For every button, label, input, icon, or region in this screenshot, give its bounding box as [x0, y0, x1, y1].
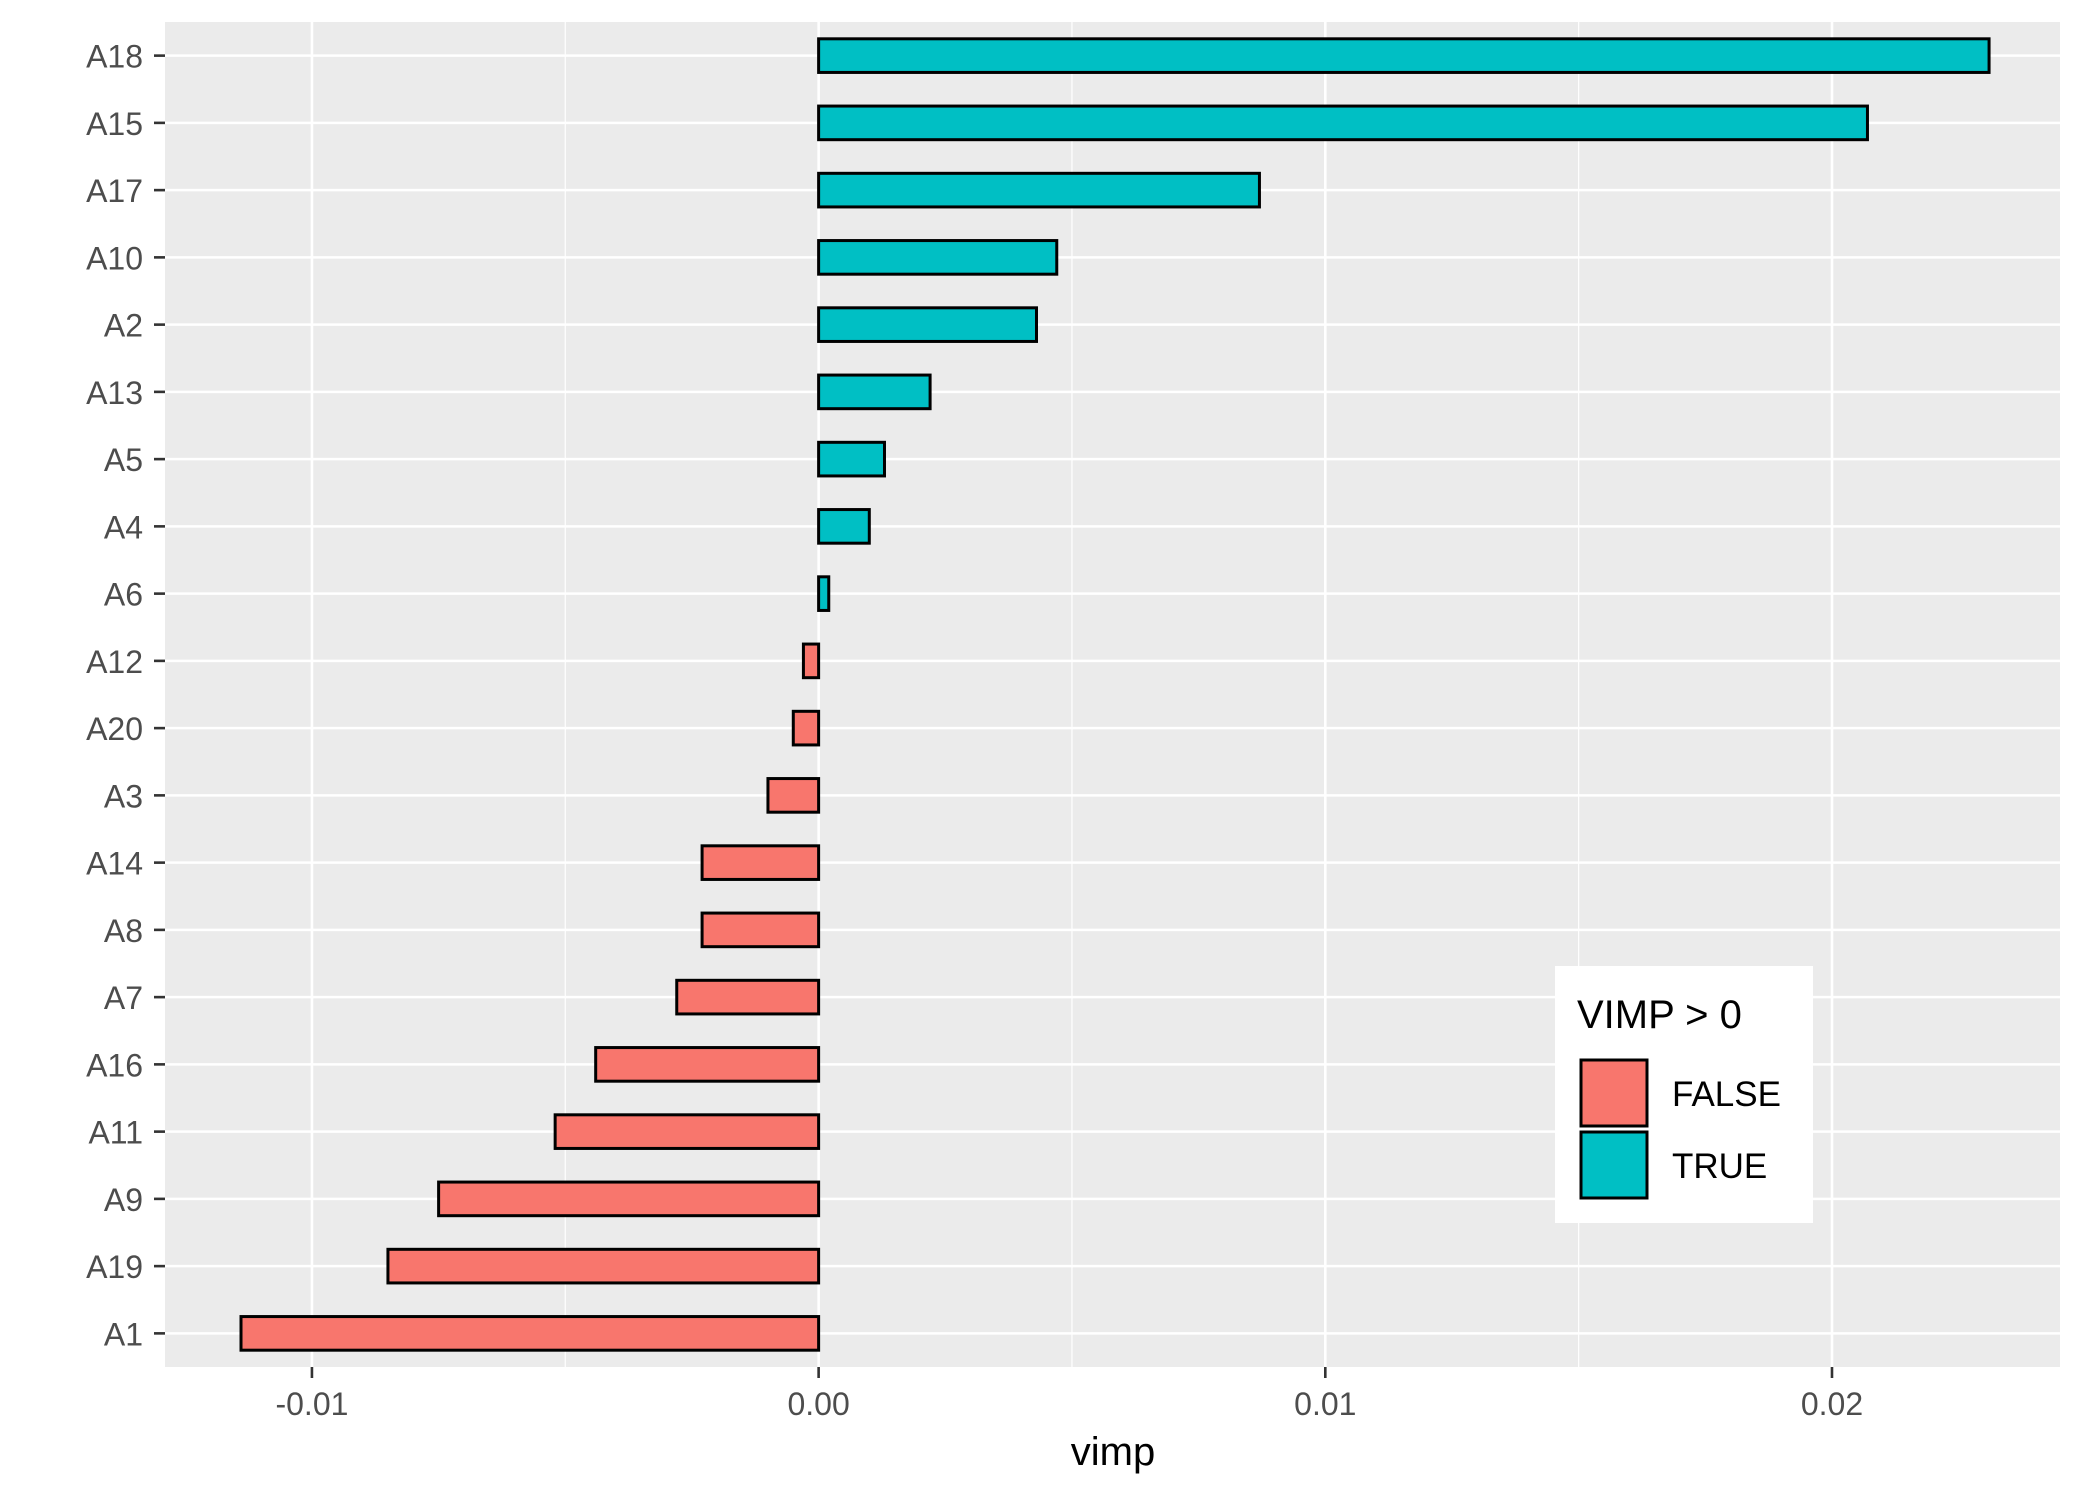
y-tick-label: A12 [86, 644, 143, 680]
bar-a10 [817, 239, 1059, 276]
legend-label-true: TRUE [1672, 1147, 1767, 1186]
bar-a18 [817, 37, 1991, 74]
y-tick-label: A18 [86, 39, 143, 75]
x-tick-label: -0.01 [275, 1386, 348, 1422]
y-tick-label: A7 [104, 980, 143, 1016]
bar-a2 [817, 306, 1038, 343]
bar-a9 [437, 1180, 821, 1218]
x-tick-label: 0.02 [1801, 1386, 1863, 1422]
y-axis: A18 A15 A17 A10 A2 A13 A5 A4 A6 A12 A20 A3 A14 A8 A7 A1… [86, 39, 165, 1352]
bar-a6 [817, 575, 831, 612]
y-tick-label: A14 [86, 846, 143, 882]
y-tick-label: A17 [86, 173, 143, 209]
y-tick-label: A16 [86, 1047, 143, 1083]
y-tick-label: A11 [88, 1115, 143, 1151]
legend-key-false [1579, 1058, 1649, 1128]
bar-a3 [766, 777, 821, 814]
bar-a4 [817, 508, 871, 545]
bar-a11 [553, 1113, 821, 1150]
bar-a19 [386, 1247, 821, 1285]
bar-a20 [791, 709, 821, 747]
y-tick-label: A3 [104, 778, 143, 814]
bar-a17 [817, 171, 1261, 209]
y-tick-label: A9 [104, 1182, 143, 1218]
y-tick-label: A1 [104, 1316, 143, 1352]
y-tick-label: A19 [86, 1249, 143, 1285]
x-axis: -0.01 0.00 0.01 0.02 [275, 1367, 1863, 1422]
y-tick-label: A6 [104, 577, 143, 613]
y-tick-label: A10 [86, 240, 143, 276]
bar-a16 [594, 1046, 821, 1083]
y-tick-label: A13 [86, 375, 143, 411]
bar-a8 [700, 911, 821, 949]
bar-a7 [675, 978, 821, 1016]
y-tick-label: A15 [86, 106, 143, 142]
x-tick-label: 0.00 [787, 1386, 849, 1422]
bar-a1 [239, 1315, 821, 1352]
bar-a13 [817, 373, 932, 411]
bars [239, 37, 1991, 1352]
bar-a15 [817, 104, 1869, 142]
bar-a14 [700, 844, 821, 881]
legend-label-false: FALSE [1672, 1075, 1781, 1114]
y-tick-label: A5 [104, 442, 143, 478]
legend: VIMP > 0 FALSE TRUE [1555, 966, 1813, 1223]
legend-title: VIMP > 0 [1577, 993, 1742, 1037]
y-tick-label: A20 [86, 711, 143, 747]
y-tick-label: A2 [104, 308, 143, 344]
x-axis-title: vimp [1071, 1430, 1155, 1474]
y-tick-label: A8 [104, 913, 143, 949]
bar-a12 [801, 642, 821, 680]
x-tick-label: 0.01 [1294, 1386, 1356, 1422]
bar-a5 [817, 440, 886, 478]
legend-key-true [1579, 1130, 1649, 1200]
y-tick-label: A4 [104, 509, 143, 545]
